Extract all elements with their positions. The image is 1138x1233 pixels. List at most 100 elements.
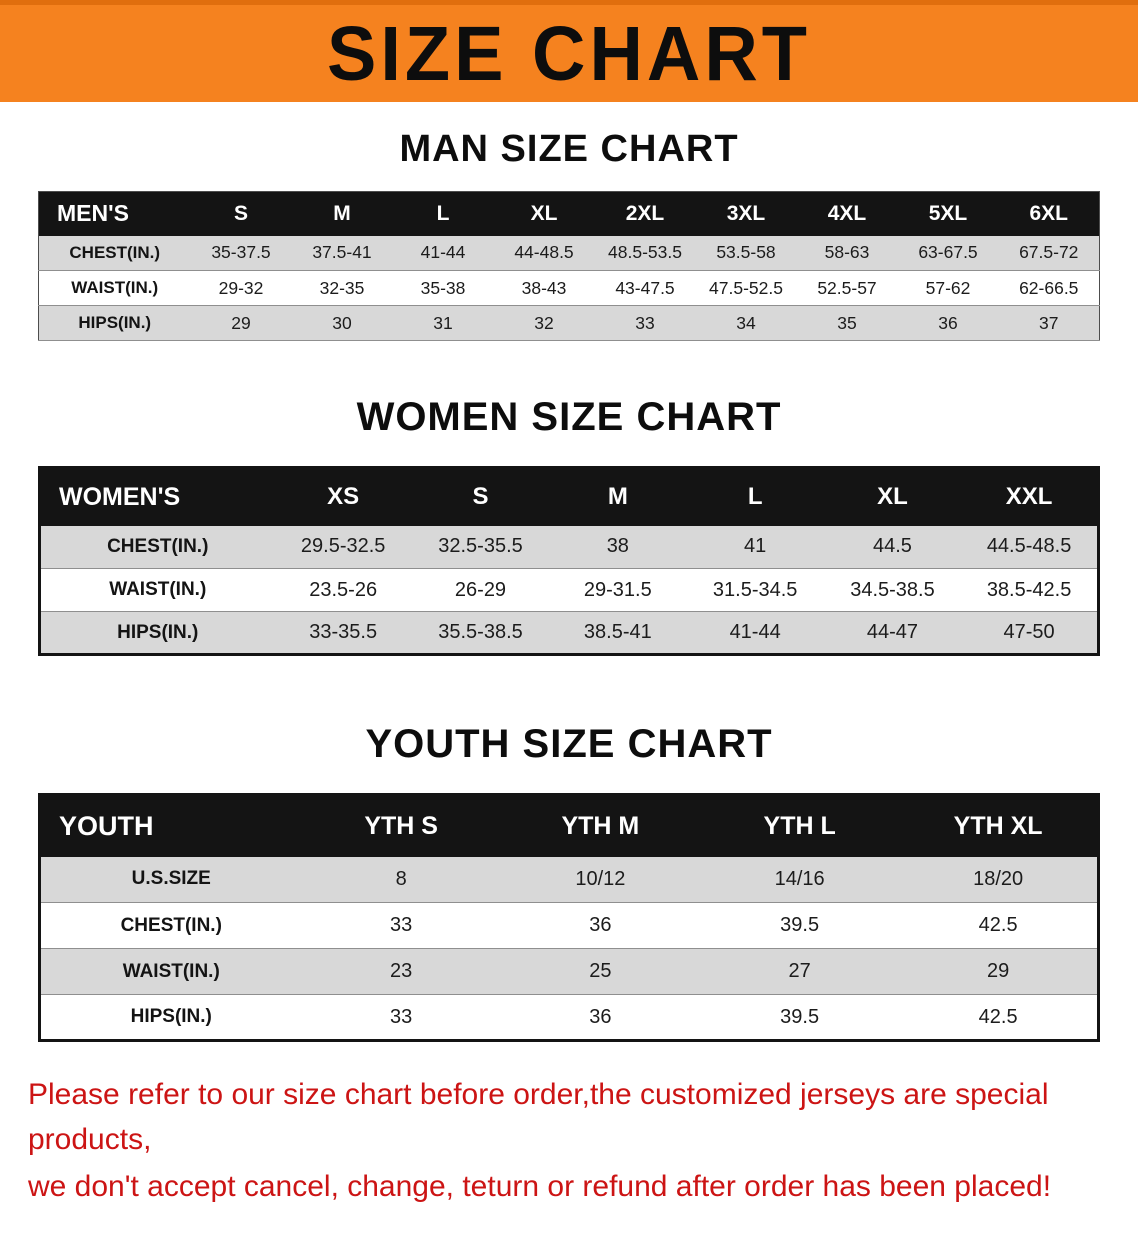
table-corner-label: YOUTH (39, 794, 302, 857)
table-cell: 35 (837, 312, 857, 333)
table-cell: 29-32 (218, 277, 264, 298)
table-header-row: YOUTH YTH S YTH M YTH L YTH XL (39, 794, 1099, 857)
table-cell: 37 (1039, 312, 1059, 333)
row-label: HIPS(IN.) (117, 621, 199, 643)
row-label: CHEST(IN.) (120, 914, 222, 936)
table-cell: 36 (938, 312, 958, 333)
table-cell: 37.5-41 (312, 242, 372, 263)
table-cell: 38-43 (521, 277, 567, 298)
table-cell: 33-35.5 (309, 621, 378, 643)
table-cell: 26-29 (454, 578, 507, 601)
table-cell: 43-47.5 (615, 277, 675, 298)
size-column-header: S (190, 191, 292, 236)
table-row: HIPS(IN.) 33 36 39.5 42.5 (39, 994, 1099, 1041)
women-size-table: WOMEN'S XS S M L XL XXL CHEST(IN.) 29.5-32.5 32.5… (38, 466, 1100, 656)
table-cell: 31.5-34.5 (712, 578, 798, 601)
row-label: HIPS(IN.) (78, 313, 152, 332)
size-column-header: YTH S (301, 794, 501, 857)
table-cell: 41-44 (729, 621, 781, 643)
table-cell: 47-50 (1003, 621, 1055, 643)
table-cell: 35.5-38.5 (438, 621, 523, 643)
youth-size-section: YOUTH SIZE CHART YOUTH YTH S YTH M YTH L YTH… (0, 722, 1138, 1042)
table-row: CHEST(IN.) 33 36 39.5 42.5 (39, 902, 1099, 949)
table-cell: 39.5 (780, 914, 820, 936)
women-size-section: WOMEN SIZE CHART WOMEN'S XS S M L XL XXL CHEST(… (0, 395, 1138, 656)
table-cell: 33 (635, 312, 655, 333)
men-size-section: MAN SIZE CHART MEN'S S M L XL 2XL 3XL 4XL 5XL 6XL… (0, 128, 1138, 341)
size-column-header: 5XL (897, 191, 999, 236)
disclaimer: Please refer to our size chart before or… (0, 1072, 1138, 1209)
size-column-header: L (686, 467, 824, 526)
table-cell: 29.5-32.5 (300, 535, 386, 558)
table-cell: 38 (606, 535, 629, 558)
table-cell: 29 (987, 960, 1010, 982)
table-cell: 10/12 (575, 867, 626, 890)
size-column-header: XL (493, 191, 595, 236)
table-row: WAIST(IN.) 29-32 32-35 35-38 38-43 43-47.5 47.… (38, 270, 1100, 306)
page-title: SIZE CHART (327, 10, 811, 97)
disclaimer-line-1: Please refer to our size chart before or… (28, 1078, 1049, 1156)
table-cell: 33 (390, 1005, 413, 1028)
table-cell: 33 (390, 914, 413, 936)
size-column-header: XS (274, 467, 412, 526)
table-cell: 62-66.5 (1019, 277, 1079, 298)
table-row: CHEST(IN.) 35-37.5 37.5-41 41-44 44-48.5 48.5… (38, 235, 1100, 271)
table-cell: 35-37.5 (211, 242, 271, 263)
table-cell: 38.5-41 (583, 621, 652, 643)
disclaimer-line-2: we don't accept cancel, change, teturn o… (28, 1170, 1052, 1203)
size-column-header: YTH M (500, 794, 700, 857)
table-cell: 44.5 (873, 535, 912, 558)
row-label: WAIST(IN.) (71, 278, 159, 297)
men-size-table: MEN'S S M L XL 2XL 3XL 4XL 5XL 6XL CHEST(IN.) 35-37… (38, 191, 1100, 341)
table-cell: 42.5 (978, 914, 1018, 936)
youth-size-table: YOUTH YTH S YTH M YTH L YTH XL U.S.SIZE 8 10/12… (38, 793, 1100, 1042)
size-column-header: XXL (961, 467, 1099, 526)
table-header-row: WOMEN'S XS S M L XL XXL (39, 467, 1099, 526)
table-cell: 23 (390, 960, 413, 982)
table-cell: 29-31.5 (583, 578, 652, 601)
row-label: HIPS(IN.) (130, 1006, 212, 1027)
size-column-header: YTH XL (899, 794, 1099, 857)
table-cell: 32 (534, 312, 554, 333)
women-section-heading: WOMEN SIZE CHART (356, 395, 782, 439)
table-cell: 25 (589, 960, 612, 982)
row-label: U.S.SIZE (131, 868, 211, 890)
youth-section-heading: YOUTH SIZE CHART (365, 722, 773, 766)
table-cell: 53.5-58 (716, 242, 776, 263)
table-cell: 27 (788, 960, 811, 982)
table-cell: 30 (332, 312, 352, 333)
size-column-header: 3XL (695, 191, 797, 236)
size-column-header: 6XL (998, 191, 1100, 236)
table-cell: 29 (231, 312, 251, 333)
table-cell: 31 (433, 312, 453, 333)
table-cell: 63-67.5 (918, 242, 978, 263)
size-column-header: S (411, 467, 550, 526)
table-row: WAIST(IN.) 23 25 27 29 (39, 948, 1099, 995)
table-header-row: MEN'S S M L XL 2XL 3XL 4XL 5XL 6XL (38, 191, 1100, 236)
table-cell: 41-44 (420, 242, 466, 263)
size-column-header: M (291, 191, 393, 236)
table-cell: 18/20 (973, 867, 1024, 890)
table-cell: 32-35 (319, 277, 365, 298)
size-column-header: M (549, 467, 687, 526)
table-cell: 67.5-72 (1019, 242, 1079, 263)
table-row: U.S.SIZE 8 10/12 14/16 18/20 (39, 856, 1099, 903)
table-cell: 38.5-42.5 (986, 578, 1072, 601)
table-cell: 44-48.5 (514, 242, 574, 263)
table-row: HIPS(IN.) 33-35.5 35.5-38.5 38.5-41 41-44 44-… (39, 611, 1099, 655)
table-cell: 23.5-26 (309, 578, 378, 601)
table-row: CHEST(IN.) 29.5-32.5 32.5-35.5 38 41 44.5 44.5… (39, 525, 1099, 569)
table-cell: 35-38 (420, 277, 466, 298)
table-corner-label: WOMEN'S (39, 467, 275, 526)
table-cell: 32.5-35.5 (438, 535, 523, 558)
men-section-heading: MAN SIZE CHART (399, 128, 739, 170)
table-cell: 34.5-38.5 (850, 578, 935, 601)
size-column-header: 4XL (796, 191, 898, 236)
table-cell: 8 (395, 867, 407, 890)
table-cell: 44.5-48.5 (986, 535, 1072, 558)
table-cell: 42.5 (978, 1005, 1018, 1028)
size-column-header: L (392, 191, 494, 236)
size-column-header: 2XL (594, 191, 696, 236)
table-cell: 36 (589, 914, 612, 936)
